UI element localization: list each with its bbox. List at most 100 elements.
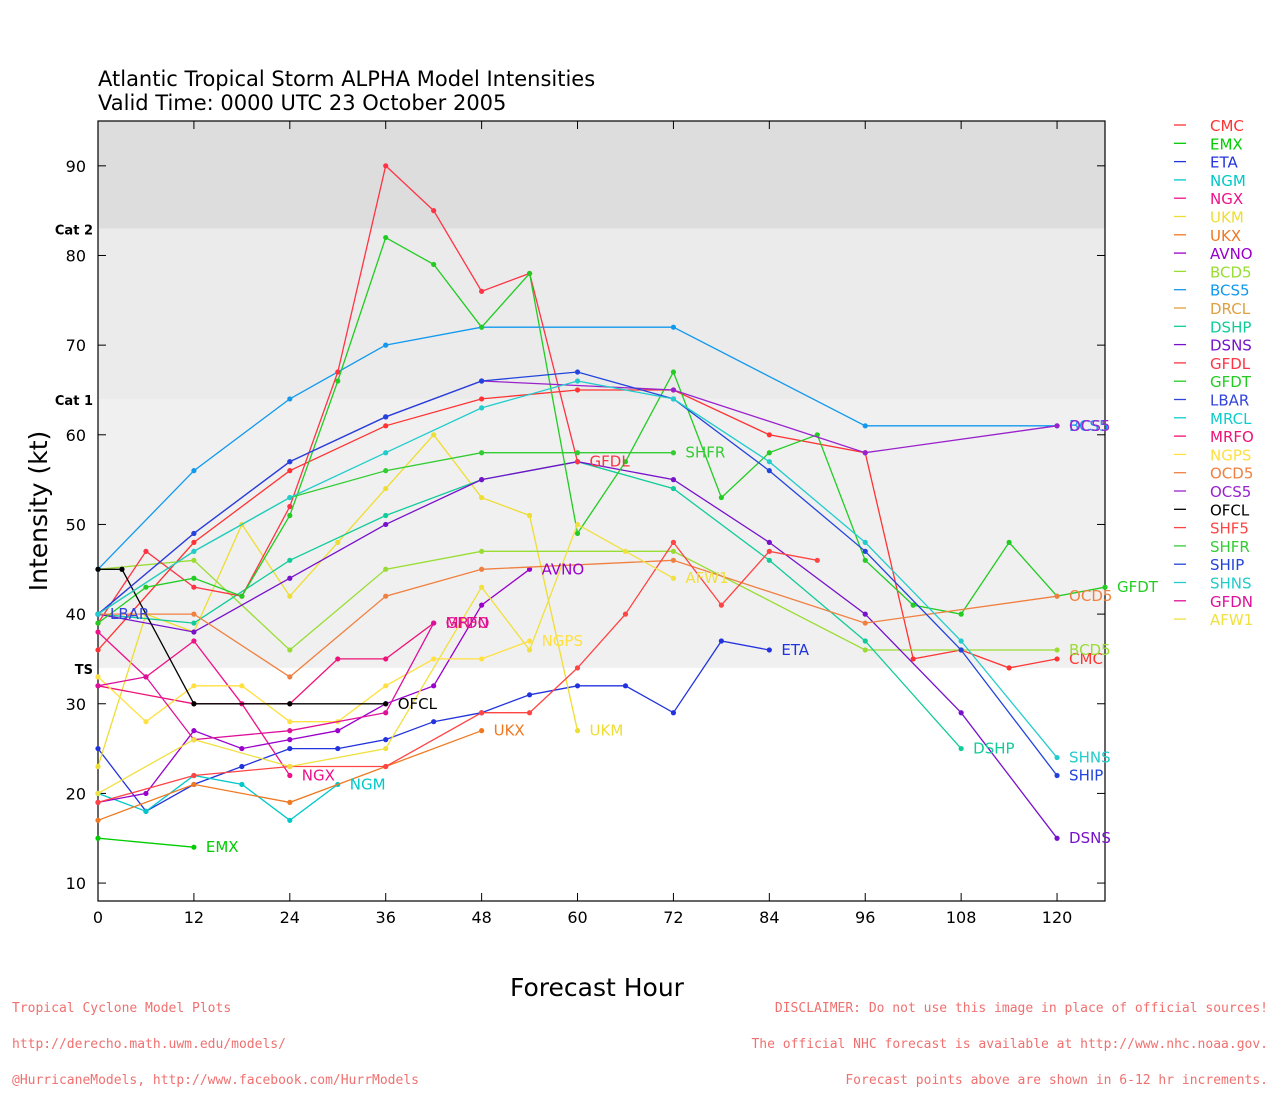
chart-title: Atlantic Tropical Storm ALPHA Model Inte…	[98, 67, 595, 91]
disclaimer-nhc-line: The official NHC forecast is available a…	[751, 1037, 1268, 1052]
point-gfdt	[622, 459, 629, 465]
point-dsns	[862, 611, 868, 617]
intensity-chart: Cat 2 Cat 1 TS 0 12 24 36 48 60 72 84 96 108 120 10 20…	[24, 67, 1254, 927]
point-dsns	[766, 539, 772, 545]
y-tick-label: 80	[66, 246, 86, 265]
point-ocs5	[862, 450, 868, 456]
point-dshp	[287, 557, 293, 563]
point-ngps	[239, 683, 245, 689]
point-gfdt	[143, 584, 149, 590]
series-label-dshp: DSHP	[973, 740, 1014, 758]
point-eta	[526, 692, 533, 698]
point-avno	[143, 790, 149, 797]
point-dshp	[958, 745, 964, 752]
disclaimer-line: DISCLAIMER: Do not use this image in pla…	[774, 1001, 1268, 1016]
point-cmc	[191, 539, 197, 545]
point-shfr	[479, 450, 485, 456]
point-ship	[383, 414, 389, 420]
series-lines	[95, 163, 1108, 850]
point-avno	[335, 728, 341, 734]
point-ukx	[191, 781, 197, 788]
point-gfdt	[239, 593, 245, 599]
series-label-ship: SHIP	[1069, 766, 1103, 784]
series-line-avno	[97, 568, 530, 804]
y-tick-label: 90	[66, 157, 86, 176]
point-gfdt	[766, 450, 772, 456]
point-bcs5	[670, 324, 677, 330]
x-axis-label: Forecast Hour	[510, 973, 684, 1002]
point-dshp	[670, 485, 677, 492]
point-ofcl	[287, 701, 293, 707]
point-bcd5	[191, 557, 197, 563]
series-label-gfdt: GFDT	[1117, 578, 1159, 596]
point-dsns	[191, 629, 197, 635]
point-dshp	[191, 620, 197, 626]
point-ship	[862, 548, 868, 554]
point-dshp	[862, 638, 868, 644]
x-tick-label: 72	[663, 908, 683, 927]
point-ngps	[526, 638, 533, 644]
point-eta	[622, 683, 629, 689]
point-eta	[383, 737, 389, 743]
point-shns	[383, 450, 389, 456]
point-bcd5	[479, 548, 485, 554]
point-gfdt	[191, 575, 197, 581]
point-ngps	[191, 683, 197, 689]
series-line-shf5	[97, 541, 818, 804]
point-gfdt	[526, 270, 533, 277]
x-tick-label: 60	[567, 908, 587, 927]
point-shf5	[191, 772, 197, 779]
point-ship	[479, 378, 485, 384]
legend-entry-shfr: SHFR	[1210, 538, 1250, 556]
series-label-ngps: NGPS	[542, 632, 583, 650]
point-dsns	[1054, 835, 1060, 841]
point-ship	[574, 369, 581, 375]
point-ukx	[287, 799, 293, 805]
legend-entry-dshp: DSHP	[1210, 318, 1251, 336]
point-ocd5	[670, 557, 677, 563]
legend-entry-avno: AVNO	[1210, 245, 1253, 263]
point-ukm	[383, 485, 389, 492]
legend-entry-ocs5: OCS5	[1210, 483, 1251, 501]
point-gfdl	[143, 548, 149, 554]
series-line-bcd5	[97, 550, 1057, 651]
point-gfdt	[1102, 584, 1108, 590]
x-tick-label: 108	[946, 908, 977, 927]
point-gfdl	[287, 503, 293, 510]
footer-social-line[interactable]: @HurricaneModels, http://www.facebook.co…	[12, 1073, 419, 1088]
point-dsns	[670, 477, 677, 483]
series-label-ukx: UKX	[494, 722, 525, 740]
point-ngx	[287, 772, 293, 779]
legend-entry-ship: SHIP	[1210, 556, 1244, 574]
point-shns	[958, 638, 964, 644]
point-shf5	[622, 611, 629, 617]
point-shns	[479, 405, 485, 411]
point-ocd5	[1054, 593, 1060, 599]
point-shf5	[526, 710, 533, 716]
x-tick-label: 0	[93, 908, 103, 927]
band-label: Cat 1	[55, 394, 93, 409]
axis-ticks: 0 12 24 36 48 60 72 84 96 108 120 10 20 30 40 50 60 70 80 9…	[66, 121, 1105, 927]
series-line-mrfo	[97, 622, 435, 705]
point-shf5	[718, 602, 724, 608]
point-ship	[191, 530, 197, 537]
point-ocd5	[383, 593, 389, 599]
point-ukm	[95, 763, 101, 770]
legend-entry-cmc: CMC	[1210, 117, 1244, 135]
point-gfdt	[383, 234, 389, 241]
point-bcd5	[862, 647, 868, 653]
series-label-ngx: NGX	[302, 766, 335, 784]
point-ngx	[95, 629, 101, 635]
series-gfdt	[95, 234, 1108, 626]
x-tick-label: 48	[471, 908, 491, 927]
legend-entry-ngm: NGM	[1210, 172, 1246, 190]
series-end-labels: CMC EMX ETA NGM NGX UKM UKX AVNO BCD5 BCS5 DSHP DSN…	[110, 417, 1159, 856]
footer-url-line[interactable]: http://derecho.math.uwm.edu/models/	[12, 1037, 286, 1052]
point-eta	[766, 647, 772, 653]
point-shns	[95, 611, 101, 617]
series-label-ofcl: OFCL	[398, 695, 438, 713]
point-ocs5	[670, 387, 677, 393]
point-cmc	[1054, 656, 1060, 662]
point-ocd5	[191, 611, 197, 617]
point-ngm	[287, 817, 293, 823]
